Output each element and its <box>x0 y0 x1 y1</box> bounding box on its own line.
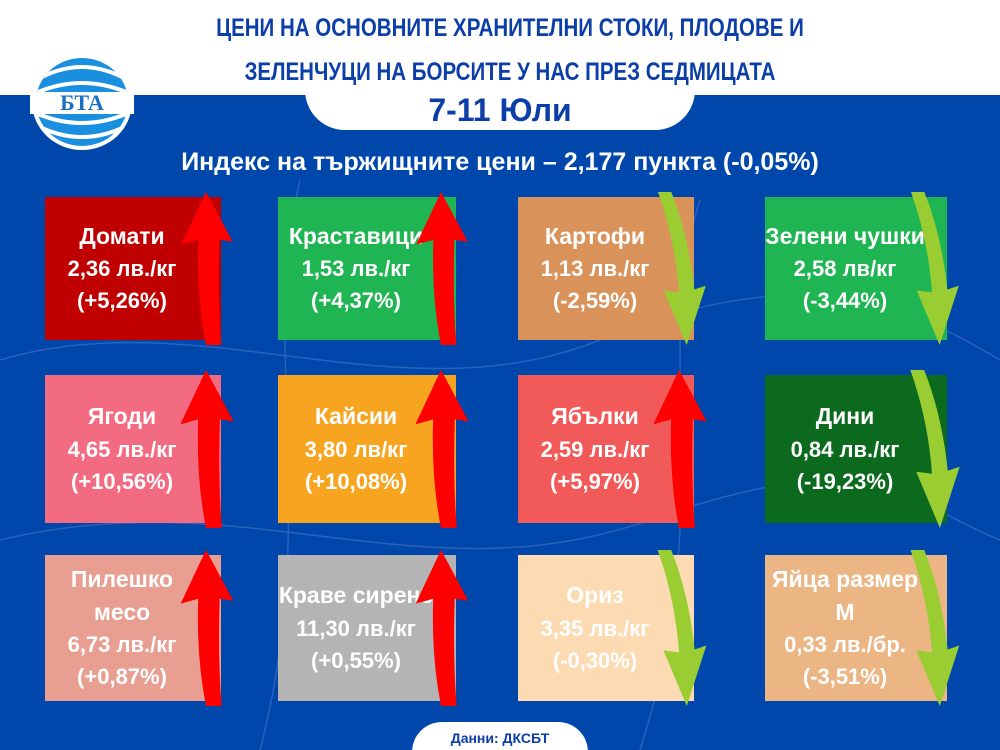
price-card: Домати 2,36 лв./кг (+5,26%) <box>45 197 221 340</box>
card-change: (+0,87%) <box>77 664 167 690</box>
card-name: Краве сирене <box>278 582 434 609</box>
up-arrow-icon <box>653 370 707 528</box>
card-price: 0,84 лв./кг <box>790 436 900 462</box>
price-card: Картофи 1,13 лв./кг (-2,59%) <box>518 197 694 340</box>
card-change: (-0,30%) <box>552 647 638 673</box>
card-change: (-3,44%) <box>802 288 888 314</box>
card-price: 2,36 лв./кг <box>67 256 177 282</box>
price-card: Ябълки 2,59 лв./кг (+5,97%) <box>518 375 694 523</box>
price-card: Яйца размер М 0,33 лв./бр. (-3,51%) <box>765 555 947 701</box>
card-price: 11,30 лв./кг <box>296 615 416 641</box>
card-change: (+4,37%) <box>311 288 401 314</box>
up-arrow-icon <box>180 550 234 706</box>
card-name: Ягоди <box>87 403 157 430</box>
down-arrow-icon <box>910 192 959 345</box>
down-arrow-icon <box>657 550 707 706</box>
card-change: (+10,08%) <box>304 468 408 494</box>
card-change: (+5,97%) <box>550 468 640 494</box>
date-tab <box>305 80 695 130</box>
price-card: Кайсии 3,80 лв/кг (+10,08%) <box>278 375 456 523</box>
card-price: 4,65 лв./кг <box>67 436 177 462</box>
card-name: Пилешко месо <box>70 565 174 626</box>
card-change: (+0,55%) <box>311 647 401 673</box>
down-arrow-icon <box>910 370 960 528</box>
price-card: Краве сирене 11,30 лв./кг (+0,55%) <box>278 555 456 701</box>
price-card: Дини 0,84 лв./кг (-19,23%) <box>765 375 947 523</box>
card-price: 6,73 лв./кг <box>67 632 177 658</box>
card-name: Зелени чушки <box>765 222 925 249</box>
up-arrow-icon <box>181 192 233 345</box>
price-card: Краставици 1,53 лв./кг (+4,37%) <box>278 197 456 340</box>
data-source: Данни: ДКСБТ <box>412 722 588 750</box>
card-name: Кайсии <box>314 403 398 430</box>
card-price: 0,33 лв./бр. <box>784 632 906 658</box>
page-title-line2: ЗЕЛЕНЧУЦИ НА БОРСИТЕ У НАС ПРЕЗ СЕДМИЦАТ… <box>244 58 776 86</box>
svg-text:БТА: БТА <box>60 90 104 115</box>
page-title-line1: ЦЕНИ НА ОСНОВНИТЕ ХРАНИТЕЛНИ СТОКИ, ПЛОД… <box>216 14 804 42</box>
card-price: 3,80 лв/кг <box>304 436 408 462</box>
card-name: Краставици <box>288 222 424 249</box>
card-price: 2,58 лв/кг <box>793 256 897 282</box>
price-card: Ягоди 4,65 лв./кг (+10,56%) <box>45 375 221 523</box>
card-change: (-3,51%) <box>802 664 888 690</box>
price-card: Ориз 3,35 лв./кг (-0,30%) <box>518 555 694 701</box>
bta-logo: БТА <box>30 54 134 150</box>
card-price: 3,35 лв./кг <box>540 615 650 641</box>
card-name: Картофи <box>544 222 646 249</box>
down-arrow-icon <box>910 550 960 706</box>
card-change: (+10,56%) <box>70 468 174 494</box>
card-change: (-2,59%) <box>552 288 638 314</box>
card-name: Ябълки <box>551 403 639 430</box>
card-name: Дини <box>815 403 875 430</box>
card-price: 1,53 лв./кг <box>301 256 411 282</box>
header-band <box>0 0 1000 95</box>
up-arrow-icon <box>180 370 234 528</box>
card-change: (+5,26%) <box>77 288 167 314</box>
card-name: Яйца размер М <box>771 565 919 626</box>
card-price: 2,59 лв./кг <box>540 436 650 462</box>
price-card: Пилешко месо 6,73 лв./кг (+0,87%) <box>45 555 221 701</box>
price-card: Зелени чушки 2,58 лв/кг (-3,44%) <box>765 197 947 340</box>
up-arrow-icon <box>415 370 469 528</box>
card-price: 1,13 лв./кг <box>540 256 650 282</box>
card-name: Домати <box>79 222 165 249</box>
card-change: (-19,23%) <box>796 468 894 494</box>
market-index: Индекс на тържищните цени – 2,177 пункта… <box>181 148 819 176</box>
date-range: 7-11 Юли <box>428 92 572 128</box>
up-arrow-icon <box>416 192 468 345</box>
up-arrow-icon <box>415 550 469 706</box>
down-arrow-icon <box>657 192 706 345</box>
card-name: Ориз <box>566 582 624 609</box>
